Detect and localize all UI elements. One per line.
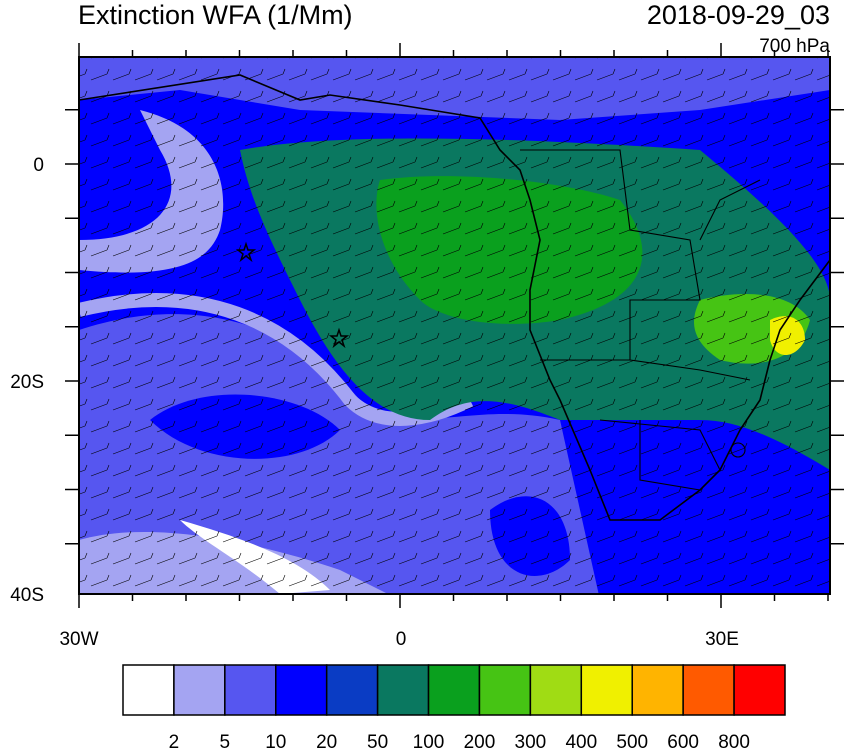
colorbar-label: 400	[565, 732, 597, 750]
colorbar-label: 5	[220, 732, 231, 750]
lon-label: 30E	[705, 629, 739, 650]
colorbar-label: 10	[265, 732, 286, 750]
lon-label: 30W	[59, 629, 98, 650]
colorbar-label: 2	[169, 732, 180, 750]
map-frame	[78, 56, 831, 595]
colorbar-box	[631, 664, 684, 716]
colorbar-label: 50	[367, 732, 388, 750]
axis-labels: 0 20S 40S 30W 0 30E	[10, 155, 739, 650]
borders	[520, 149, 761, 491]
colorbar-box	[478, 664, 532, 716]
colorbar-label: 300	[515, 732, 547, 750]
colorbar-label: 200	[464, 732, 496, 750]
valid-time: 2018-09-29_03	[647, 0, 830, 30]
frame-ticks	[65, 43, 844, 608]
colorbar: 2 5 10 20 50 100 200 300 400 500 600 800	[122, 664, 786, 750]
colorbar-box	[173, 664, 226, 716]
lon-label: 0	[396, 629, 407, 650]
title: Extinction WFA (1/Mm)	[78, 0, 353, 30]
colorbar-label: 800	[718, 732, 750, 750]
map-field	[79, 57, 830, 594]
lat-label: 20S	[10, 372, 44, 393]
colorbar-box	[682, 664, 735, 716]
lat-label: 40S	[10, 585, 44, 606]
lesotho	[730, 442, 746, 458]
coastline	[79, 74, 830, 521]
colorbar-box	[580, 664, 633, 716]
colorbar-box	[376, 664, 430, 716]
colorbar-box	[529, 664, 583, 716]
lat-label: 0	[33, 155, 44, 176]
colorbar-box	[224, 664, 277, 716]
colorbar-box	[275, 664, 328, 716]
colorbar-box	[733, 664, 786, 716]
colorbar-label: 100	[413, 732, 445, 750]
wind-barbs	[79, 57, 830, 594]
colorbar-label: 600	[667, 732, 699, 750]
colorbar-box	[427, 664, 481, 716]
colorbar-label: 500	[616, 732, 648, 750]
colorbar-box	[122, 664, 175, 716]
site-star	[235, 241, 257, 263]
colorbar-label: 20	[316, 732, 337, 750]
site-star	[328, 327, 350, 349]
colorbar-box	[325, 664, 379, 716]
level: 700 hPa	[759, 36, 830, 57]
